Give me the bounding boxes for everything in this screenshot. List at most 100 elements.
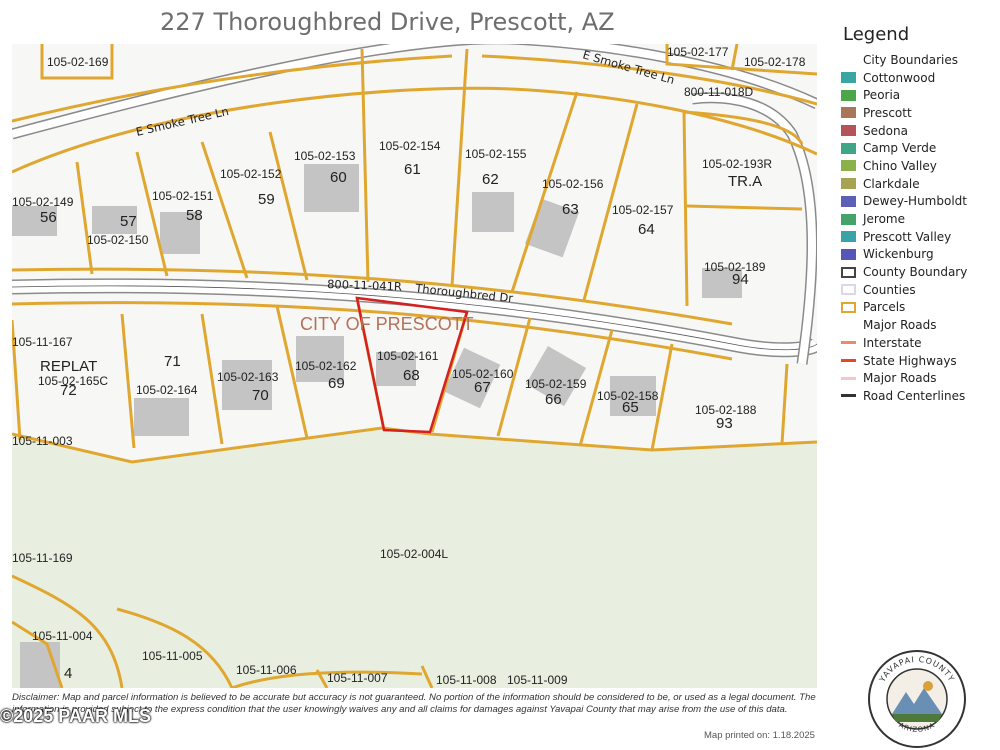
lot-number: 72 (60, 382, 77, 399)
legend-swatch (841, 195, 856, 207)
print-date: Map printed on: 1.18.2025 (704, 730, 815, 741)
legend-item: Counties (836, 281, 996, 299)
lot-number: 65 (622, 399, 639, 416)
lot-numbers: 56 57 58 59 60 61 62 63 64 TR.A 94 REPLA… (40, 161, 762, 682)
road-label-smoke-tree: E Smoke Tree Ln (135, 104, 230, 139)
legend-label: Wickenburg (863, 247, 934, 262)
green-open-space (12, 428, 817, 688)
parcel-label: 105-02-155 (465, 147, 527, 161)
parcel-label: 105-02-165C (38, 374, 108, 388)
legend-item: Parcels (836, 299, 996, 317)
parcel-label: 105-02-178 (744, 55, 806, 69)
lot-number: 61 (404, 161, 421, 178)
lot-number: 57 (120, 213, 137, 230)
legend-item: Jerome (836, 210, 996, 228)
parcel-label: 105-02-154 (379, 139, 441, 153)
building (92, 206, 137, 234)
legend-item: County Boundary (836, 263, 996, 281)
parcel-label: 105-11-008 (436, 673, 497, 687)
parcel-label: 105-11-005 (142, 649, 203, 663)
legend-label: Major Roads (863, 371, 937, 386)
parcel-label: 105-02-169 (47, 55, 109, 69)
legend-swatch (841, 341, 856, 345)
lot-number: TR.A (728, 173, 762, 190)
legend-swatch (841, 72, 856, 84)
legend-label: Prescott Valley (863, 229, 952, 244)
lot-number: 56 (40, 209, 57, 226)
parcel-label: 105-02-156 (542, 177, 604, 191)
legend-item: City Boundaries (836, 51, 996, 69)
legend-label: Major Roads (863, 318, 937, 333)
legend-swatch (841, 54, 856, 65)
parcel-label: 105-02-153 (294, 149, 356, 163)
legend-swatch (841, 178, 856, 190)
building (296, 336, 344, 382)
legend-item: Camp Verde (836, 139, 996, 157)
svg-text:ARIZONA: ARIZONA (897, 721, 936, 734)
legend-label: County Boundary (863, 265, 968, 280)
parcel-label: 105-11-009 (507, 673, 568, 687)
legend-label: Clarkdale (863, 176, 920, 191)
building (443, 347, 501, 409)
legend-swatch (841, 107, 856, 119)
legend-item: Interstate (836, 334, 996, 352)
legend-item: Clarkdale (836, 175, 996, 193)
legend-item: Wickenburg (836, 246, 996, 264)
legend-panel: Legend City Boundaries Cottonwood Peoria Pr… (836, 22, 996, 412)
legend-item: Chino Valley (836, 157, 996, 175)
legend-label: City Boundaries (863, 52, 958, 67)
city-label: CITY OF PRESCOTT (300, 314, 474, 334)
legend-swatch (841, 248, 856, 260)
legend-item: Cottonwood (836, 69, 996, 87)
parcel-label: 105-02-151 (152, 189, 214, 203)
parcel-label: 105-02-161 (377, 349, 439, 363)
parcel-label: 105-02-162 (295, 359, 357, 373)
lot-number: 69 (328, 375, 345, 392)
legend-swatch (841, 89, 856, 101)
legend-item: Sedona (836, 122, 996, 140)
building (702, 268, 742, 298)
legend-swatch (841, 359, 856, 363)
selected-parcel-outline[interactable] (355, 296, 469, 434)
legend-label: Sedona (863, 123, 908, 138)
legend-label: Jerome (863, 212, 906, 227)
parcel-label: 105-11-006 (236, 663, 297, 677)
lot-number: 71 (164, 353, 181, 370)
cul-de-sac-road (691, 92, 817, 365)
legend-label: Parcels (863, 300, 906, 315)
parcel-label: 105-11-004 (32, 629, 93, 643)
parcel-labels: 105-02-169 105-02-177 105-02-178 105-02-… (12, 45, 806, 687)
lot-number: 67 (474, 379, 491, 396)
parcel-map[interactable]: E Smoke Tree Ln E Smoke Tree Ln 800-11-0… (12, 44, 817, 688)
legend-swatch (841, 394, 856, 398)
parcel-label: 105-02-159 (525, 377, 587, 391)
road-id-label: 800-11-018D (684, 85, 753, 99)
lot-number: 58 (186, 207, 203, 224)
lot-number: 70 (252, 387, 269, 404)
parcel-label: 105-02-193R (702, 157, 772, 171)
lot-number: 68 (403, 367, 420, 384)
legend-label: Peoria (863, 88, 901, 103)
parcel-label: 105-11-169 (12, 551, 73, 565)
parcel-label: 105-02-158 (597, 389, 659, 403)
legend-swatch (841, 125, 856, 137)
lot-number: 64 (638, 221, 655, 238)
seal-text-bottom: ARIZONA (897, 721, 935, 734)
map-canvas[interactable]: E Smoke Tree Ln E Smoke Tree Ln 800-11-0… (12, 44, 817, 688)
legend-label: Prescott (863, 105, 912, 120)
parcel-label: 105-02-160 (452, 367, 514, 381)
legend-label: Counties (863, 282, 916, 297)
legend-swatch (841, 266, 856, 278)
disclaimer-text: Disclaimer: Map and parcel information i… (12, 692, 816, 715)
legend-list: City Boundaries Cottonwood Peoria Prescott S… (836, 51, 996, 405)
parcel-label: 105-02-149 (12, 195, 74, 209)
lot-number: 63 (562, 201, 579, 218)
legend-label: Camp Verde (863, 141, 937, 156)
legend-swatch (841, 160, 856, 172)
legend-item: Dewey-Humboldt (836, 193, 996, 211)
lot-number: 59 (258, 191, 275, 208)
legend-title: Legend (843, 24, 910, 45)
building (12, 206, 57, 236)
legend-swatch (841, 284, 856, 296)
legend-label: Chino Valley (863, 158, 937, 173)
